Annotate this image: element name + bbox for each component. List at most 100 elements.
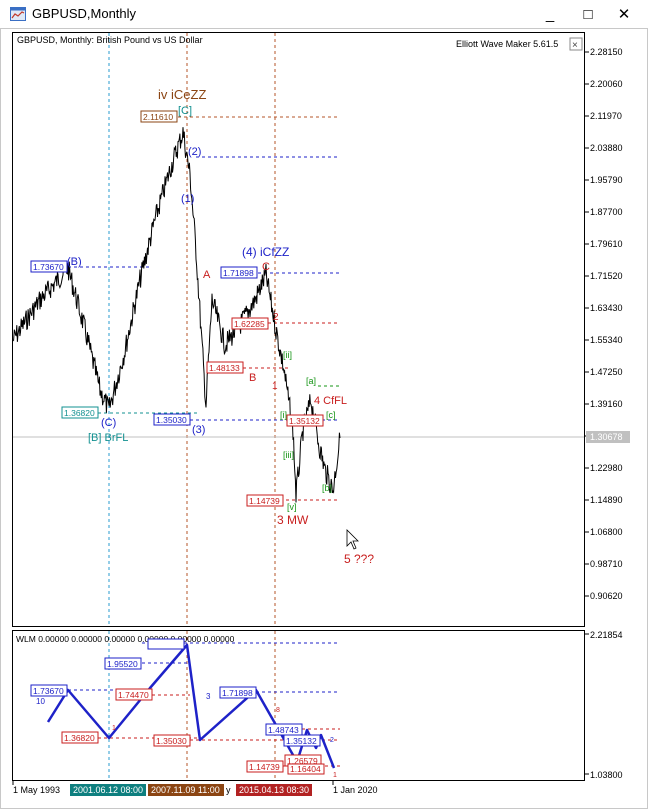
time-marker-2007[interactable] — [148, 784, 224, 796]
tag-135132: 1.35132 — [289, 416, 320, 426]
price-series — [12, 127, 341, 503]
tag-162285: 1.62285 — [234, 319, 265, 329]
sub-tag-box-135030 — [153, 734, 191, 747]
indicator-close-button[interactable] — [569, 37, 583, 51]
wave-label-B-bracket: [B] BrFL — [88, 432, 128, 444]
wave-label-A: A — [203, 269, 211, 281]
wave-label-1: (1) — [181, 193, 194, 205]
tag-box-135030 — [153, 413, 191, 426]
tag-box-136820 — [61, 406, 99, 419]
wave-label-C: C — [262, 261, 270, 273]
indicator-name: Elliott Wave Maker 5.61.5 — [456, 39, 558, 49]
sub-small-label-10: 10 — [36, 697, 45, 706]
indicator-close-icon: × — [572, 40, 578, 51]
wave-label-3-mw: 3 MW — [277, 513, 309, 527]
sub-tag-box-173670 — [30, 684, 68, 697]
sub-small-label-8: 8 — [276, 707, 280, 714]
price-axis-label: 1.71520 — [590, 271, 623, 281]
sub-tag-126579: 1.26579 — [287, 756, 318, 766]
time-label-3-suffix: y — [226, 785, 231, 795]
time-label-1: 1 May 1993 — [13, 785, 60, 795]
wave-label-B-paren: (B) — [67, 256, 82, 268]
tag-148133: 1.48133 — [209, 363, 240, 373]
price-axis-label: 1.55340 — [590, 335, 623, 345]
wave-label-b: [b] — [322, 483, 332, 493]
sub-small-label-1b: 1 — [333, 772, 337, 779]
sub-tag-195520: 1.95520 — [107, 659, 138, 669]
chart-area[interactable]: GBPUSD, Monthly: British Pound vs US Dol… — [0, 28, 648, 809]
close-icon: ✕ — [617, 6, 631, 23]
sub-header: WLM 0.00000 0.00000 0.00000 0.00000 0.00… — [16, 634, 235, 644]
current-price-box — [586, 431, 630, 443]
sub-axis-top: 2.21854 — [590, 630, 623, 640]
wave-label-ii: [ii] — [283, 350, 292, 360]
price-axis-label: 1.95790 — [590, 175, 623, 185]
chart-svg[interactable]: GBPUSD, Monthly: British Pound vs US Dol… — [0, 28, 648, 809]
window-title: GBPUSD,Monthly — [32, 6, 137, 21]
sub-small-label-1a: 1 — [112, 725, 116, 732]
price-axis-label: 1.63430 — [590, 303, 623, 313]
price-axis-label: 1.22980 — [590, 463, 623, 473]
price-axis-label: 1.47250 — [590, 367, 623, 377]
window-titlebar: GBPUSD,Monthly _ □ ✕ — [0, 0, 648, 29]
wave-label-iv: iv iCeZZ — [158, 87, 206, 102]
sub-tag-171898: 1.71898 — [222, 688, 253, 698]
sub-tag-135132: 1.35132 — [286, 736, 317, 746]
wave-label-2: (2) — [188, 146, 201, 158]
tag-box-148133 — [206, 361, 244, 374]
time-marker-2001[interactable] — [70, 784, 146, 796]
minimize-button[interactable]: _ — [532, 0, 568, 28]
price-axis-label: 2.03880 — [590, 143, 623, 153]
wave-label-4-cfl: 4 CfFL — [314, 395, 347, 407]
wave-label-v: [v] — [287, 502, 297, 512]
sub-tag-box-136820 — [61, 731, 99, 744]
tag-box-114739 — [246, 494, 284, 507]
wave-label-3-paren: (3) — [192, 424, 205, 436]
tag-136820: 1.36820 — [64, 408, 95, 418]
time-marker-2015[interactable] — [236, 784, 312, 796]
main-plot-frame — [12, 32, 585, 627]
sub-tag-box-114739 — [246, 760, 284, 773]
sub-small-label-3: 3 — [206, 692, 211, 701]
time-label-4: 2015.04.13 08:30 — [239, 785, 309, 795]
wave-label-iii: [iii] — [283, 450, 294, 460]
sub-tag-box-top — [147, 638, 185, 650]
wave-label-a: [a] — [306, 376, 316, 386]
sub-tag-148743: 1.48743 — [268, 725, 299, 735]
wave-label-5: 5 ??? — [344, 552, 374, 566]
price-axis-label: 0.98710 — [590, 559, 623, 569]
tag-211610: 2.11610 — [143, 112, 173, 122]
tag-box-173670 — [30, 260, 68, 273]
price-axis-label: 2.20060 — [590, 79, 623, 89]
wave-label-C-bracket: [C] — [178, 105, 192, 117]
time-label-2: 2001.06.12 08:00 — [73, 785, 143, 795]
tag-box-162285 — [231, 317, 269, 330]
wave-label-B: B — [249, 372, 256, 384]
minimize-icon: _ — [545, 5, 555, 23]
sub-tag-box-195520 — [104, 657, 142, 670]
price-axis-label: 1.06800 — [590, 527, 623, 537]
price-axis-label: 1.39160 — [590, 399, 623, 409]
maximize-icon: □ — [583, 5, 593, 23]
sub-tag-135030: 1.35030 — [156, 736, 187, 746]
wave-label-i: [i] — [280, 410, 287, 420]
close-button[interactable]: ✕ — [606, 0, 642, 28]
price-axis-label: 1.14890 — [590, 495, 623, 505]
price-axis-label: 1.79610 — [590, 239, 623, 249]
sub-tag-174470: 1.74470 — [118, 690, 149, 700]
mouse-cursor-icon — [346, 529, 359, 550]
sub-tag-box-135132 — [283, 734, 321, 747]
sub-tag-173670: 1.73670 — [33, 686, 64, 696]
tag-114739: 1.14739 — [249, 496, 280, 506]
maximize-button[interactable]: □ — [570, 0, 606, 28]
wave-label-4: (4) iCfZZ — [242, 245, 289, 259]
tag-box-171898 — [220, 266, 258, 279]
sub-tag-114739: 1.14739 — [249, 762, 280, 772]
time-label-5: 1 Jan 2020 — [333, 785, 378, 795]
chart-header: GBPUSD, Monthly: British Pound vs US Dol… — [17, 35, 203, 45]
wave-label-c: [c] — [326, 410, 336, 420]
sub-axis-bottom: 1.03800 — [590, 770, 623, 780]
time-label-3: 2007.11.09 11:00 — [151, 785, 220, 795]
price-axis-label: 1.87700 — [590, 207, 623, 217]
price-axis-label: 2.11970 — [590, 111, 622, 121]
